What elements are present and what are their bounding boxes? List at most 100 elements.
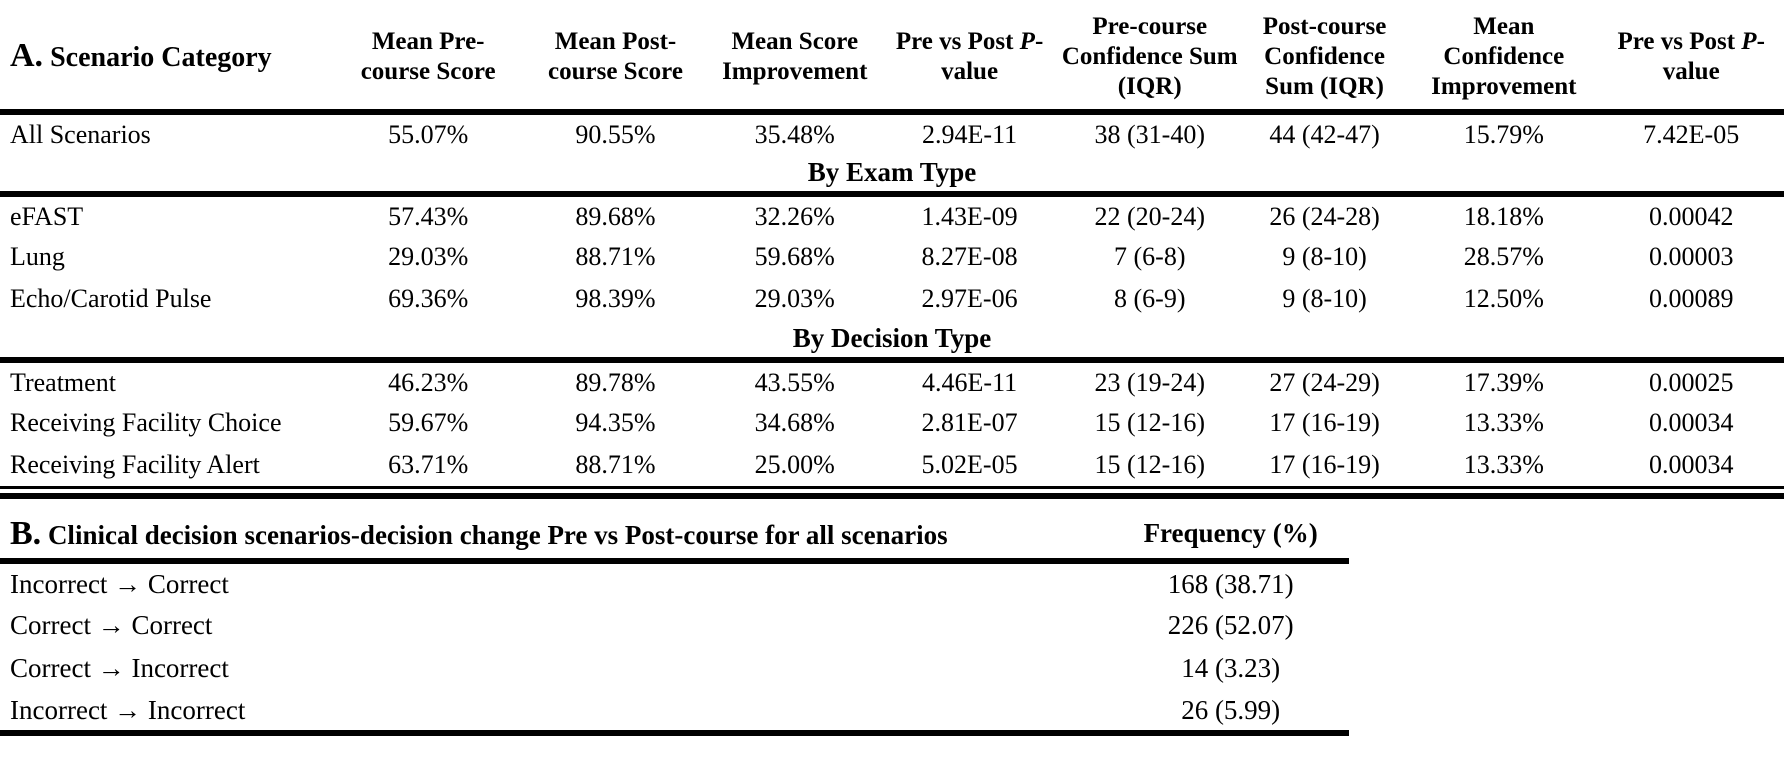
cell-value: 7 (6-8) <box>1114 242 1186 271</box>
cell-value: 0.00025 <box>1648 367 1734 397</box>
cell-value: 18.18% <box>1463 201 1544 231</box>
cell-value: 15 (12-16) <box>1094 450 1205 479</box>
cell-value: 57.43% <box>388 201 469 231</box>
row-label: Receiving Facility Choice <box>10 408 282 437</box>
cell-value: 0.00003 <box>1648 242 1734 271</box>
cell-value: 4.46E-11 <box>922 367 1018 397</box>
column-header: Pre-course Confidence Sum (IQR) <box>1059 4 1240 115</box>
frequency-value: 226 (52.07) <box>1167 610 1294 640</box>
scenario-category-table: A. Scenario Category Mean Pre-course Sco… <box>0 4 1784 486</box>
decision-change-label: Incorrect → Incorrect <box>10 694 246 725</box>
decision-change-label: Incorrect → Correct <box>10 568 229 599</box>
table-row: Treatment 46.23% 89.78% 43.55% 4.46E-11 23 (1… <box>0 360 1784 402</box>
table-row: Receiving Facility Choice 59.67% 94.35% 34.… <box>0 402 1784 444</box>
cell-value: 0.00042 <box>1648 201 1734 231</box>
section-header: By Exam Type <box>0 154 1784 197</box>
cell-value: 15.79% <box>1463 119 1544 149</box>
row-label: Receiving Facility Alert <box>10 450 260 479</box>
table-row: All Scenarios 55.07% 90.55% 35.48% 2.94E-11 3… <box>0 112 1784 154</box>
italic-p: P <box>1019 27 1035 55</box>
cell-value: 34.68% <box>754 408 835 437</box>
cell-value: 5.02E-05 <box>921 450 1018 479</box>
cell-value: 98.39% <box>575 284 656 313</box>
cell-value: 17 (16-19) <box>1269 408 1380 437</box>
frequency-column-header: Frequency (%) <box>1112 509 1349 564</box>
cell-value: 63.71% <box>388 450 469 479</box>
cell-value: 2.94E-11 <box>922 119 1018 149</box>
cell-value: 59.67% <box>388 408 469 437</box>
cell-value: 13.33% <box>1463 450 1544 479</box>
row-label: All Scenarios <box>10 119 151 149</box>
frequency-value: 168 (38.71) <box>1167 568 1294 599</box>
table-row: Lung 29.03% 88.71% 59.68% 8.27E-08 7 (6-8) 9 (… <box>0 236 1784 278</box>
cell-value: 0.00034 <box>1648 408 1734 437</box>
cell-value: 88.71% <box>575 450 656 479</box>
cell-value: 69.36% <box>388 284 469 313</box>
table-a-body: All Scenarios 55.07% 90.55% 35.48% 2.94E-11 3… <box>0 112 1784 486</box>
header-text: Pre vs Post <box>1617 27 1742 55</box>
section-header-row: By Exam Type <box>0 154 1784 197</box>
cell-value: 13.33% <box>1463 408 1544 437</box>
cell-value: 23 (19-24) <box>1094 367 1205 397</box>
cell-value: 90.55% <box>575 119 656 149</box>
cell-value: 27 (24-29) <box>1269 367 1380 397</box>
cell-value: 38 (31-40) <box>1094 119 1205 149</box>
cell-value: 44 (42-47) <box>1269 119 1380 149</box>
cell-value: 17 (16-19) <box>1269 450 1380 479</box>
cell-value: 89.78% <box>575 367 656 397</box>
header-text: -value <box>1662 27 1765 85</box>
cell-value: 17.39% <box>1463 367 1544 397</box>
italic-p: P <box>1741 27 1757 55</box>
column-header: Post-course Confidence Sum (IQR) <box>1239 4 1410 115</box>
column-header: Pre vs Post P-value <box>1598 4 1784 115</box>
table-b-header-row: B. Clinical decision scenarios-decision … <box>0 509 1349 564</box>
cell-value: 2.97E-06 <box>921 284 1018 313</box>
cell-value: 32.26% <box>754 201 835 231</box>
row-label: eFAST <box>10 201 84 231</box>
table-row: Correct → Correct 226 (52.07) <box>0 604 1349 647</box>
cell-value: 43.55% <box>754 367 835 397</box>
cell-value: 89.68% <box>575 201 656 231</box>
cell-value: 15 (12-16) <box>1094 408 1205 437</box>
cell-value: 0.00089 <box>1648 284 1734 313</box>
header-text: Pre vs Post <box>895 27 1020 55</box>
cell-value: 29.03% <box>388 242 469 271</box>
cell-value: 7.42E-05 <box>1643 119 1740 149</box>
cell-value: 2.81E-07 <box>921 408 1018 437</box>
table-row: Echo/Carotid Pulse 69.36% 98.39% 29.03% 2.97… <box>0 278 1784 320</box>
cell-value: 0.00034 <box>1648 450 1734 479</box>
cell-value: 88.71% <box>575 242 656 271</box>
row-label: Echo/Carotid Pulse <box>10 284 212 313</box>
table-a-corner-header: A. Scenario Category <box>0 4 336 115</box>
decision-change-table: B. Clinical decision scenarios-decision … <box>0 509 1349 736</box>
cell-value: 8.27E-08 <box>921 242 1018 271</box>
column-header: Mean Score Improvement <box>710 4 880 115</box>
cell-value: 9 (8-10) <box>1282 284 1367 313</box>
panel-b-label: B. <box>10 514 42 552</box>
frequency-value: 14 (3.23) <box>1181 653 1281 683</box>
cell-value: 9 (8-10) <box>1282 242 1367 271</box>
table-b-title: Clinical decision scenarios-decision cha… <box>47 519 948 550</box>
column-header: Pre vs Post P-value <box>879 4 1060 115</box>
table-b-body: Incorrect → Correct 168 (38.71) Correct → … <box>0 561 1349 733</box>
table-row: eFAST 57.43% 89.68% 32.26% 1.43E-09 22 (20-24… <box>0 194 1784 236</box>
section-header-row: By Decision Type <box>0 320 1784 363</box>
cell-value: 8 (6-9) <box>1114 284 1186 313</box>
table-row: Receiving Facility Alert 63.71% 88.71% 25.0… <box>0 444 1784 486</box>
header-text: -value <box>941 27 1044 85</box>
column-header: Mean Confidence Improvement <box>1409 4 1599 115</box>
cell-value: 35.48% <box>754 119 835 149</box>
cell-value: 29.03% <box>754 284 835 313</box>
decision-change-label: Correct → Incorrect <box>10 653 229 683</box>
cell-value: 1.43E-09 <box>921 201 1018 231</box>
cell-value: 26 (24-28) <box>1269 201 1380 231</box>
decision-change-label: Correct → Correct <box>10 610 213 640</box>
cell-value: 28.57% <box>1463 242 1544 271</box>
cell-value: 55.07% <box>388 119 469 149</box>
section-header: By Decision Type <box>0 320 1784 363</box>
panel-a-label: A. <box>10 37 44 75</box>
column-header: Mean Pre-course Score <box>335 4 521 115</box>
row-label: Treatment <box>10 367 116 397</box>
cell-value: 59.68% <box>754 242 835 271</box>
